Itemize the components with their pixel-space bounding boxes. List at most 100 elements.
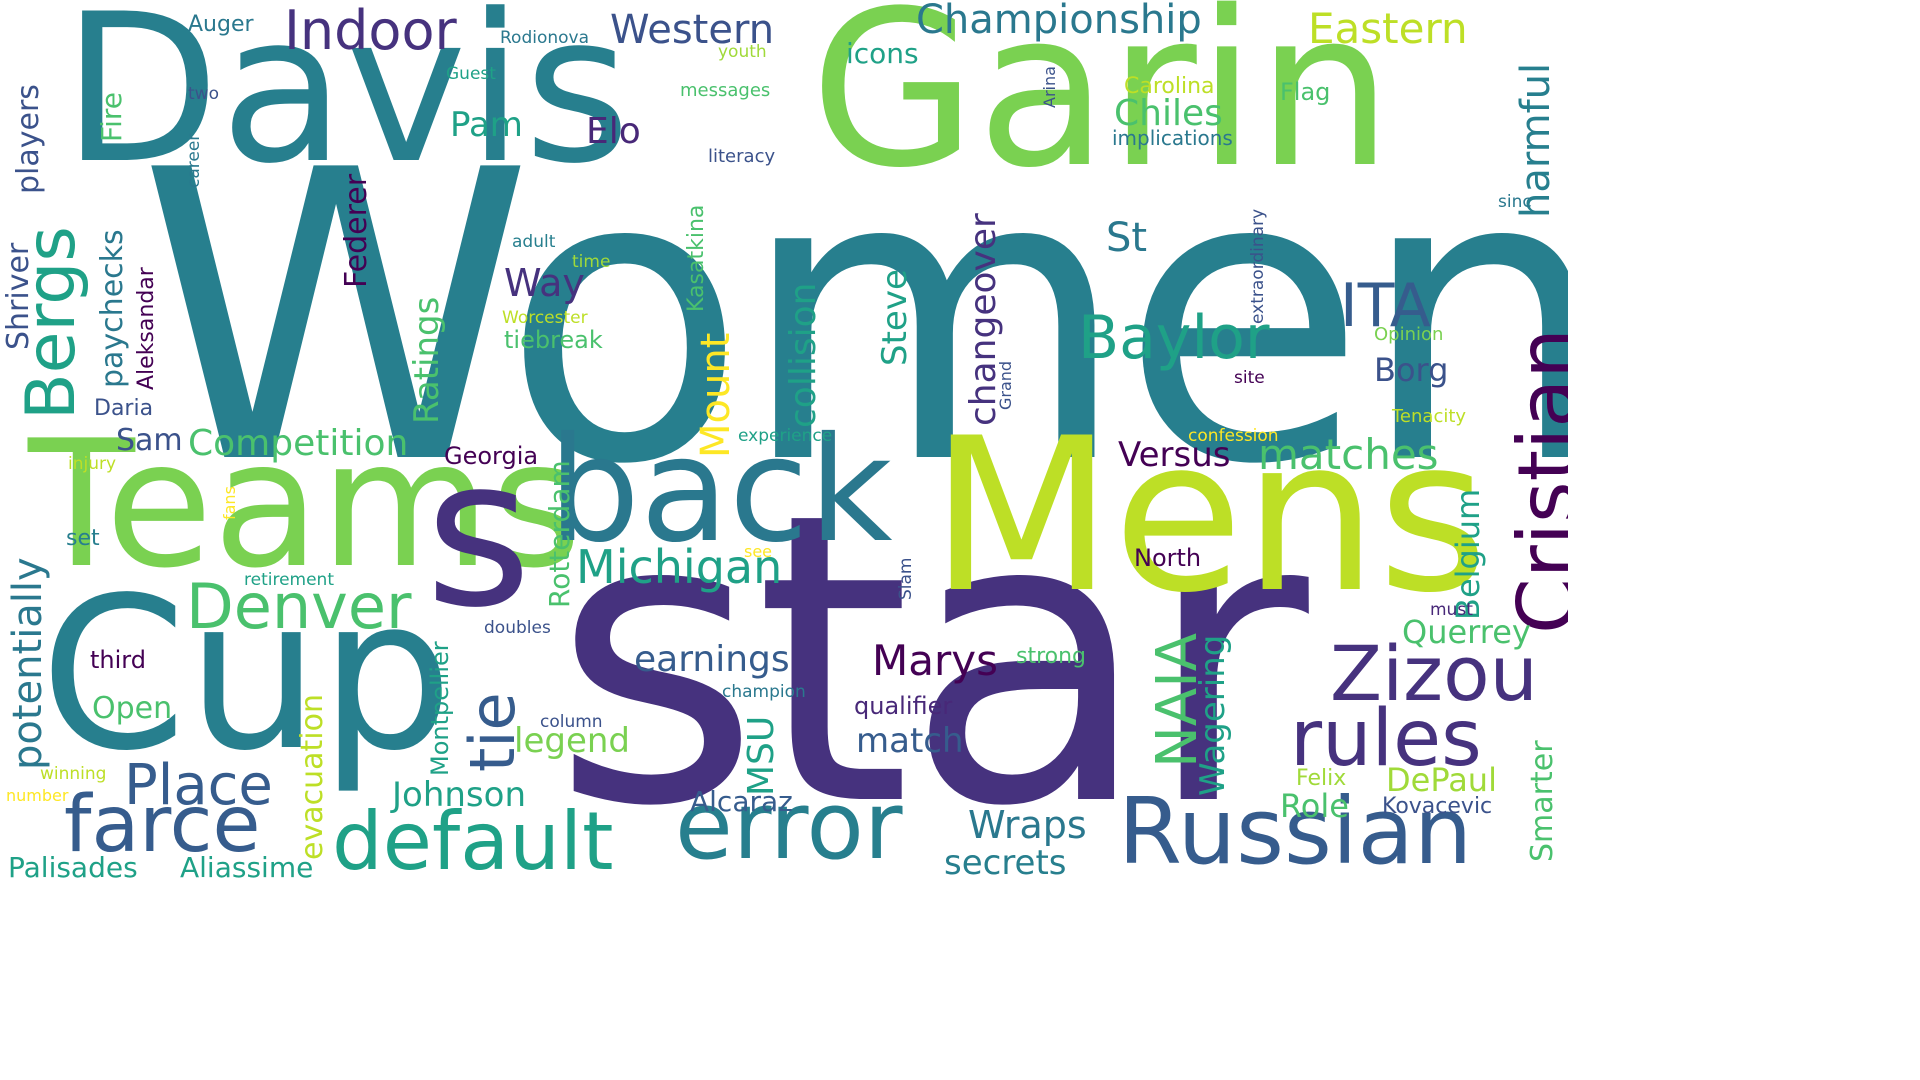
word-eastern: Eastern bbox=[1308, 4, 1468, 53]
word-worcester: Worcester bbox=[502, 308, 588, 328]
word-chiles: Chiles bbox=[1114, 93, 1223, 134]
word-western: Western bbox=[610, 7, 775, 53]
word-cup: Cup bbox=[40, 552, 454, 797]
word-depaul: DePaul bbox=[1386, 761, 1497, 799]
word-champion: champion bbox=[722, 682, 806, 702]
word-russian: Russian bbox=[1118, 778, 1473, 882]
word-ratings: Ratings bbox=[407, 296, 447, 424]
word-mens: Mens bbox=[930, 392, 1489, 639]
word-back: back bbox=[548, 406, 893, 575]
word-st: St bbox=[1106, 215, 1148, 261]
word-adult: adult bbox=[512, 232, 556, 252]
word-youth: youth bbox=[718, 42, 767, 62]
word-shriver: Shriver bbox=[1, 242, 36, 350]
word-championship: Championship bbox=[916, 0, 1202, 43]
word-default: default bbox=[332, 795, 614, 882]
word-column: column bbox=[540, 712, 603, 732]
word-time: time bbox=[572, 252, 611, 272]
word-tiebreak: tiebreak bbox=[504, 326, 603, 354]
word-marys: Marys bbox=[872, 636, 998, 685]
word-icons: icons bbox=[846, 37, 919, 70]
word-third: third bbox=[90, 646, 146, 674]
word-extraordinary: extraordinary bbox=[1248, 208, 1268, 324]
word-open: Open bbox=[92, 691, 173, 726]
word-montpellier: Montpellier bbox=[426, 641, 454, 776]
word-georgia: Georgia bbox=[444, 442, 539, 470]
word-cristian: Cristian bbox=[1501, 328, 1568, 634]
word-evacuation: evacuation bbox=[295, 694, 330, 860]
word-site: site bbox=[1234, 368, 1265, 388]
word-injury: injury bbox=[68, 454, 117, 474]
word-rules: rules bbox=[1290, 694, 1482, 784]
word-retirement: retirement bbox=[244, 570, 334, 590]
word-borg: Borg bbox=[1374, 351, 1449, 389]
word-winning: winning bbox=[40, 764, 107, 784]
word-messages: messages bbox=[680, 80, 771, 101]
word-match: match bbox=[856, 721, 964, 761]
word-star: star bbox=[552, 429, 1309, 882]
word-guest: Guest bbox=[446, 64, 496, 84]
word-farce: farce bbox=[64, 780, 261, 870]
word-flag: Flag bbox=[1280, 78, 1331, 106]
word-teams: Teams bbox=[28, 404, 582, 607]
word-pam: Pam bbox=[450, 105, 523, 145]
word-place: Place bbox=[124, 753, 273, 818]
word-earnings: earnings bbox=[634, 639, 790, 680]
word-qualifier: qualifier bbox=[854, 692, 953, 720]
word-davis: Davis bbox=[62, 0, 631, 209]
word-smarter: Smarter bbox=[1525, 740, 1560, 862]
word-doubles: doubles bbox=[484, 618, 551, 638]
word-denver: Denver bbox=[186, 570, 412, 643]
word-tenacity: Tenacity bbox=[1392, 406, 1467, 427]
word-career: career bbox=[184, 133, 204, 188]
word-palisades: Palisades bbox=[8, 851, 138, 882]
word-north: North bbox=[1134, 544, 1202, 572]
word-secrets: secrets bbox=[944, 843, 1067, 882]
word-cloud: Women star Davis Garin Mens Teams s back… bbox=[0, 0, 1568, 882]
word-elo: Elo bbox=[586, 111, 641, 152]
word-see: see bbox=[744, 542, 773, 561]
word-sinc: sinc bbox=[1498, 192, 1532, 212]
word-legend: legend bbox=[514, 721, 630, 761]
word-arina: Arina bbox=[1040, 66, 1059, 108]
word-alcaraz: Alcaraz bbox=[690, 785, 793, 818]
word-zizou: Zizou bbox=[1330, 629, 1538, 718]
word-rodionova: Rodionova bbox=[500, 28, 590, 48]
word-garin: Garin bbox=[810, 0, 1393, 215]
word-way: Way bbox=[504, 261, 585, 305]
word-set: set bbox=[66, 526, 100, 551]
word-fans: fans bbox=[220, 486, 239, 520]
word-aleksandar: Aleksandar bbox=[134, 267, 159, 390]
word-querrey: Querrey bbox=[1402, 613, 1531, 651]
word-mount: Mount bbox=[693, 332, 739, 458]
word-strong: strong bbox=[1016, 644, 1087, 669]
word-steve: Steve bbox=[875, 269, 915, 366]
word-aliassime: Aliassime bbox=[180, 851, 314, 882]
word-michigan: Michigan bbox=[576, 540, 783, 594]
word-daria: Daria bbox=[94, 396, 154, 421]
word-confession: confession bbox=[1188, 426, 1279, 446]
word-versus: Versus bbox=[1118, 435, 1231, 475]
word-implications: implications bbox=[1112, 126, 1233, 150]
word-competition: Competition bbox=[188, 423, 409, 464]
word-auger: Auger bbox=[188, 12, 254, 37]
word-indoor: Indoor bbox=[284, 0, 457, 62]
word-felix: Felix bbox=[1296, 766, 1347, 791]
word-grand: Grand bbox=[996, 360, 1015, 410]
word-kovacevic: Kovacevic bbox=[1382, 794, 1493, 819]
word-ita: ITA bbox=[1340, 271, 1431, 341]
word-msu: MSU bbox=[741, 715, 782, 796]
word-players: players bbox=[11, 84, 46, 194]
word-collision: collision bbox=[783, 282, 824, 428]
word-two: two bbox=[188, 84, 219, 104]
word-carolina: Carolina bbox=[1124, 74, 1215, 99]
word-role: Role bbox=[1280, 787, 1349, 825]
word-number: number bbox=[6, 786, 69, 805]
word-error: error bbox=[675, 772, 903, 881]
word-s: s bbox=[425, 415, 532, 653]
word-wagering: Wagering bbox=[1193, 634, 1233, 796]
word-must: must bbox=[1430, 600, 1473, 620]
word-kasatkina: Kasatkina bbox=[684, 204, 709, 312]
word-federer: Federer bbox=[339, 173, 374, 288]
word-matches: matches bbox=[1258, 430, 1439, 479]
